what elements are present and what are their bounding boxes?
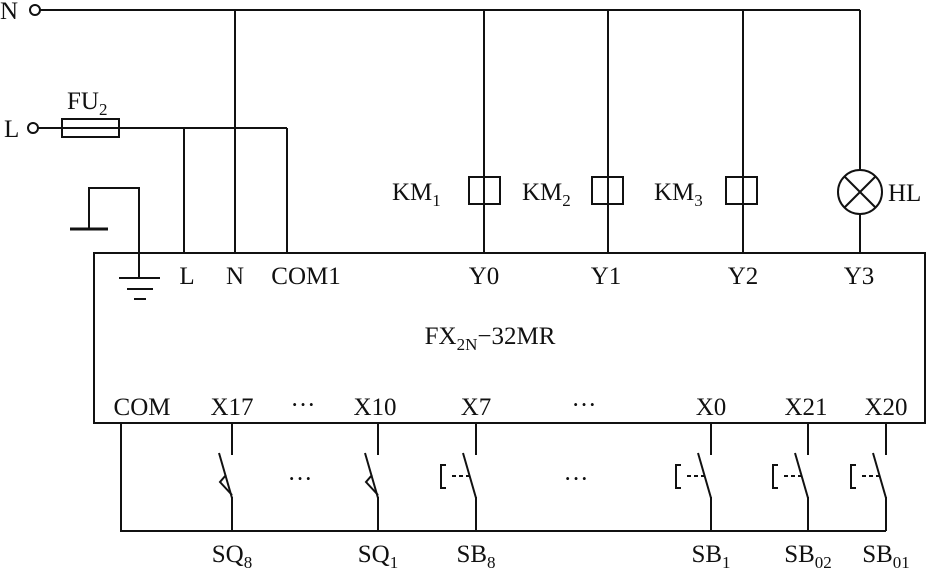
terminal-x0: X0	[696, 394, 727, 421]
input-label: SQ8	[212, 541, 252, 572]
switch-ellipsis: ···	[288, 466, 313, 493]
limit-switch: SQ8	[212, 423, 252, 572]
ground-icon	[119, 277, 160, 300]
fuse-symbol	[61, 118, 120, 138]
pushbutton-switch: SB1	[675, 423, 731, 572]
plc-model-label: FX2N−32MR	[425, 323, 556, 354]
pushbutton-switch: SB8	[440, 423, 496, 572]
load-label: KM3	[654, 179, 703, 210]
load-label: KM1	[392, 179, 441, 210]
terminal-x20: X20	[864, 394, 907, 421]
pushbutton-head-icon	[440, 464, 446, 489]
terminal-x21: X21	[784, 394, 827, 421]
terminal-ellipsis: ···	[572, 392, 597, 419]
terminal-ellipsis: ···	[291, 392, 316, 419]
terminal-y3: Y3	[844, 263, 875, 290]
fuse-label: FU2	[67, 88, 107, 119]
pushbutton-head-icon	[675, 464, 681, 489]
terminal-y0: Y0	[469, 263, 500, 290]
switch-ellipsis: ···	[564, 466, 589, 493]
load-label: HL	[888, 180, 921, 207]
input-common-wire	[120, 423, 886, 532]
input-label: SQ1	[358, 541, 398, 572]
neutral-terminal	[29, 4, 41, 16]
coil-symbol	[591, 176, 624, 205]
output-km3: KM3	[654, 10, 758, 253]
input-label: SB1	[691, 541, 730, 572]
limit-actuator-icon	[364, 474, 379, 496]
terminal-y1: Y1	[591, 263, 622, 290]
terminal-x10: X10	[353, 394, 396, 421]
pushbutton-head-icon	[850, 464, 856, 489]
input-switches: SQ8 SQ1 SB8 SB1 SB02 SB01	[212, 423, 910, 572]
input-label: SB01	[862, 541, 910, 572]
pushbutton-switch: SB02	[772, 423, 832, 572]
plc-unit	[93, 252, 926, 424]
terminal-l: L	[179, 263, 194, 290]
lamp-icon	[837, 169, 883, 215]
limit-actuator-icon	[218, 474, 233, 496]
output-km1: KM1	[392, 10, 501, 253]
terminal-x7: X7	[461, 394, 492, 421]
output-hl: HL	[837, 10, 921, 253]
terminal-y2: Y2	[728, 263, 759, 290]
line-label: L	[4, 116, 19, 143]
terminal-com1: COM1	[271, 263, 340, 290]
terminal-com: COM	[114, 394, 171, 421]
neutral-label: N	[0, 0, 18, 25]
pushbutton-head-icon	[772, 464, 778, 489]
output-km2: KM2	[522, 10, 624, 253]
limit-switch: SQ1	[358, 423, 398, 572]
coil-symbol	[725, 176, 758, 205]
pushbutton-switch: SB01	[850, 423, 910, 572]
terminal-n: N	[226, 263, 244, 290]
earth-wire	[88, 187, 140, 278]
input-label: SB02	[784, 541, 832, 572]
load-label: KM2	[522, 179, 571, 210]
terminal-x17: X17	[210, 394, 253, 421]
input-label: SB8	[456, 541, 495, 572]
coil-symbol	[468, 176, 501, 205]
line-terminal	[27, 122, 39, 134]
